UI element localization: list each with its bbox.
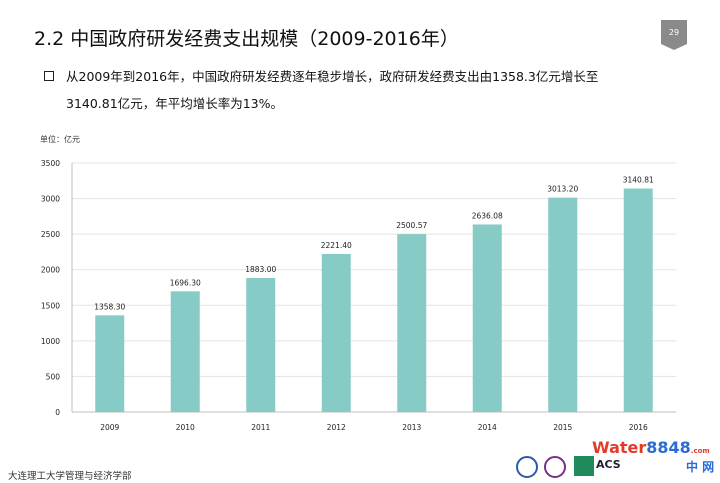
x-tick-label: 2012 xyxy=(327,423,346,432)
y-tick-label: 0 xyxy=(55,408,60,417)
institution-seal-icon xyxy=(544,456,566,478)
page-title: 2.2 中国政府研发经费支出规模（2009-2016年） xyxy=(34,28,459,50)
x-tick-label: 2014 xyxy=(478,423,497,432)
watermark-logos: Water8848.com ACS 中 网 xyxy=(516,438,716,482)
data-label: 2500.57 xyxy=(396,221,427,230)
chart-unit-label: 单位：亿元 xyxy=(40,135,80,144)
bar xyxy=(472,224,502,412)
x-tick-label: 2016 xyxy=(629,423,648,432)
y-tick-label: 3500 xyxy=(41,159,60,168)
y-tick-label: 1500 xyxy=(41,301,60,310)
x-tick-label: 2015 xyxy=(553,423,572,432)
y-tick-label: 2500 xyxy=(41,230,60,239)
data-label: 2221.40 xyxy=(321,241,352,250)
y-tick-label: 2000 xyxy=(41,266,60,275)
data-label: 3140.81 xyxy=(623,176,654,185)
data-label: 2636.08 xyxy=(472,211,503,220)
data-label: 1696.30 xyxy=(170,278,201,287)
bar xyxy=(246,278,276,412)
y-tick-label: 3000 xyxy=(41,195,60,204)
water8848-logo: Water8848.com xyxy=(592,438,710,457)
acs-logo-text: ACS xyxy=(596,458,621,471)
bar xyxy=(397,234,427,412)
y-tick-label: 1000 xyxy=(41,337,60,346)
water-logo-text-c: .com xyxy=(690,447,710,455)
x-tick-label: 2011 xyxy=(251,423,270,432)
water-logo-text-a: Water xyxy=(592,438,647,457)
bar xyxy=(623,188,653,412)
x-tick-label: 2010 xyxy=(176,423,195,432)
bullet-square-icon xyxy=(44,71,54,81)
bar xyxy=(321,253,351,412)
data-label: 3013.20 xyxy=(547,185,578,194)
y-tick-label: 500 xyxy=(46,372,61,381)
summary-line-1: 从2009年到2016年，中国政府研发经费逐年稳步增长，政府研发经费支出由135… xyxy=(66,69,599,84)
water-logo-text-b: 8848 xyxy=(646,438,691,457)
x-tick-label: 2009 xyxy=(100,423,119,432)
data-label: 1883.00 xyxy=(245,265,276,274)
summary-line-2: 3140.81亿元，年平均增长率为13%。 xyxy=(66,96,283,111)
university-seal-icon xyxy=(516,456,538,478)
bar xyxy=(95,315,125,412)
bar xyxy=(170,291,200,412)
bar xyxy=(548,197,578,412)
cn-net-logo-text: 中 网 xyxy=(686,460,715,474)
x-tick-label: 2013 xyxy=(402,423,421,432)
data-label: 1358.30 xyxy=(94,302,125,311)
footer-institution: 大连理工大学管理与经济学部 xyxy=(8,471,132,482)
acs-logo-icon xyxy=(574,456,594,476)
page-number-badge: 29 xyxy=(661,20,687,50)
